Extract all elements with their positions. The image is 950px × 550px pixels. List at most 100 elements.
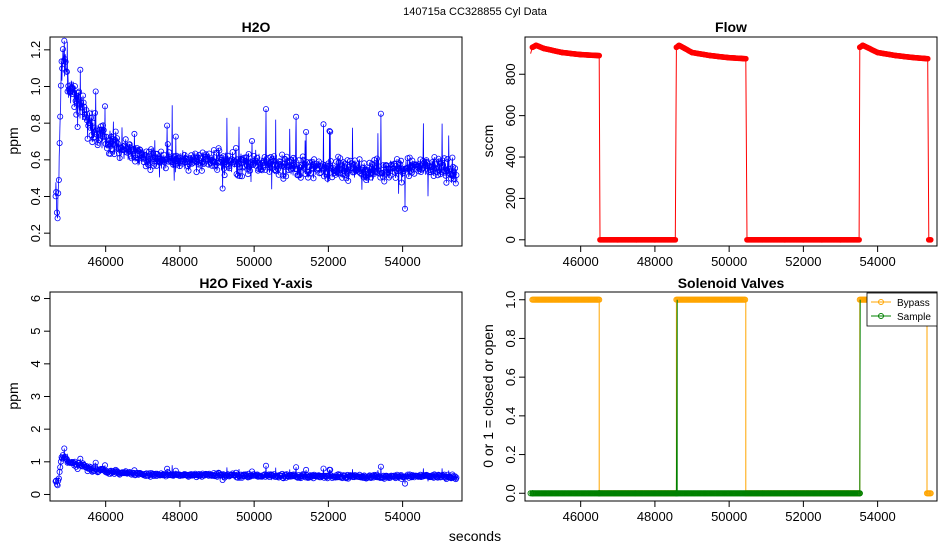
data-point [182, 155, 189, 162]
data-point [221, 172, 228, 179]
data-point [270, 161, 277, 168]
data-point [232, 144, 239, 151]
data-point [214, 166, 221, 173]
data-point [61, 445, 68, 452]
data-point [356, 156, 363, 163]
data-point [234, 156, 241, 163]
data-point [144, 160, 151, 167]
data-point [90, 135, 97, 142]
data-point [218, 154, 225, 161]
y-tick-label: 1.2 [28, 41, 43, 59]
data-point [216, 147, 223, 154]
data-point [99, 128, 106, 135]
plot-frame [524, 291, 938, 502]
data-point [927, 236, 934, 243]
data-point [100, 127, 107, 134]
data-point [274, 166, 281, 173]
y-axis-label: ppm [5, 127, 21, 154]
data-point [674, 490, 681, 497]
data-point [283, 173, 290, 180]
data-point [431, 154, 438, 161]
y-tick-label: 3 [28, 393, 43, 400]
data-point [122, 136, 129, 143]
data-point [92, 88, 99, 95]
data-point [114, 140, 121, 147]
data-point [166, 149, 173, 156]
data-point [163, 156, 170, 163]
data-point [162, 165, 169, 172]
data-point [126, 141, 133, 148]
data-point [262, 462, 269, 469]
data-point [260, 471, 267, 478]
data-point [136, 146, 143, 153]
data-point [199, 149, 206, 156]
x-tick-label: 46000 [563, 254, 599, 269]
data-point [77, 66, 84, 73]
data-point [73, 111, 80, 118]
data-point [244, 171, 251, 178]
data-point [75, 89, 82, 96]
series-markers [52, 37, 460, 222]
data-point [377, 110, 384, 117]
data-point [381, 178, 388, 185]
data-point [215, 145, 222, 152]
data-point [103, 133, 110, 140]
data-point [283, 153, 290, 160]
data-point [89, 139, 96, 146]
data-point [73, 100, 80, 107]
y-axis-label: sccm [480, 125, 496, 158]
y-tick-label: 200 [503, 188, 518, 210]
y-tick-label: 0 [28, 491, 43, 498]
data-point [398, 179, 405, 186]
data-point [353, 163, 360, 170]
data-point [164, 122, 171, 129]
data-point [84, 135, 91, 142]
data-point [742, 296, 749, 303]
y-tick-label: 1.0 [28, 77, 43, 95]
data-point [185, 167, 192, 174]
data-point [335, 159, 342, 166]
data-point [80, 92, 87, 99]
data-point [257, 166, 264, 173]
data-point [198, 167, 205, 174]
data-point [452, 180, 459, 187]
data-point [293, 113, 300, 120]
data-point [80, 99, 87, 106]
plot-frame [524, 36, 938, 247]
data-point [238, 173, 245, 180]
data-point [443, 179, 450, 186]
data-point [322, 164, 329, 171]
data-point [452, 165, 459, 172]
data-point [243, 472, 250, 479]
data-point [276, 158, 283, 165]
data-point [333, 168, 340, 175]
data-point [310, 175, 317, 182]
legend-marker-sample [878, 313, 884, 319]
data-point [250, 152, 257, 159]
data-point [143, 148, 150, 155]
y-tick-label: 0.6 [503, 368, 518, 386]
data-point [220, 153, 227, 160]
data-point [337, 155, 344, 162]
data-point [102, 462, 109, 469]
data-point [345, 177, 352, 184]
data-point [76, 88, 83, 95]
data-point [357, 170, 364, 177]
y-tick-label: 0 [503, 236, 518, 243]
data-point [83, 107, 90, 114]
data-point [453, 474, 460, 481]
data-point [672, 236, 679, 243]
x-tick-label: 50000 [711, 509, 747, 524]
data-point [98, 465, 105, 472]
data-point [432, 165, 439, 172]
data-point [96, 136, 103, 143]
panel-flow: Flow sccm 46000 48000 50000 52000 5400002004… [480, 19, 938, 269]
legend-label-sample: Sample [897, 312, 931, 323]
data-point [293, 464, 300, 471]
data-point [391, 160, 398, 167]
data-point [275, 171, 282, 178]
data-point [397, 157, 404, 164]
data-point [329, 164, 336, 171]
data-point [193, 169, 200, 176]
